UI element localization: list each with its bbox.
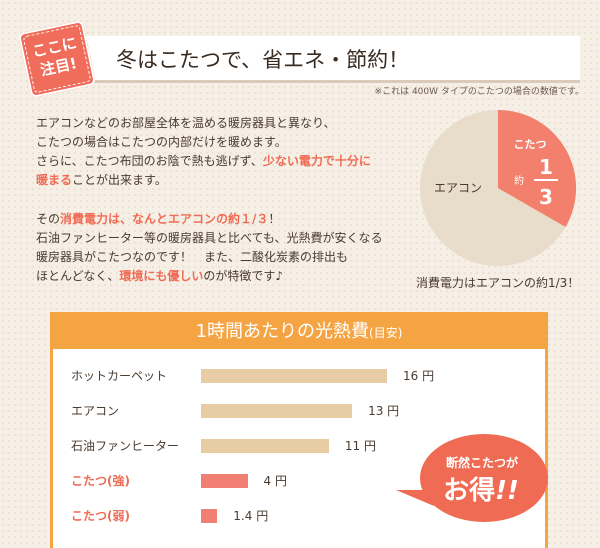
paragraph-1: エアコンなどのお部屋全体を温める暖房器具と異なり、 こたつの場合はこたつの内部だ… (36, 114, 371, 190)
paragraph-2: その消費電力は、なんとエアコンの約１/３！ 石油ファンヒーター等の暖房器具と比べ… (36, 210, 383, 286)
para2-line4-a: ほとんどなく、 (36, 269, 120, 283)
pie-fraction-denominator: 3 (539, 185, 553, 209)
para2-highlight: 消費電力は、なんとエアコンの約１/３ (60, 212, 269, 226)
pie-fraction-numerator: 1 (539, 155, 553, 179)
para1-line4: 暖まることが出来ます。 (36, 171, 371, 190)
bar (201, 474, 248, 488)
bar-value-label: 16 円 (403, 369, 435, 383)
bar-label: こたつ(弱) (71, 509, 130, 523)
footnote: ※これは 400W タイプのこたつの場合の数値です。 (374, 87, 584, 97)
page-title: 冬はこたつで、省エネ・節約！ (116, 48, 410, 72)
attention-badge: ここに 注目! (17, 19, 97, 99)
para2-line3: 暖房器具がこたつなのです！ また、二酸化炭素の排出も (36, 250, 349, 264)
para2-line1-a: その (36, 212, 61, 226)
callout-word: お得 (443, 476, 496, 506)
para2-line1: その消費電力は、なんとエアコンの約１/３！ (36, 210, 383, 229)
para2-line2: 石油ファンヒーター等の暖房器具と比べても、光熱費が安くなる (36, 231, 383, 245)
panel-title-note: (目安) (369, 326, 403, 340)
pie-label-kotatsu: こたつ (514, 138, 547, 151)
panel-header: 1時間あたりの光熱費(目安) (53, 315, 545, 349)
callout-line1: 断然こたつが (445, 456, 518, 470)
callout-shape (420, 434, 548, 522)
power-pie-chart: エアコン こたつ 約 1 3 (420, 109, 577, 266)
callout-exclaim: !! (495, 476, 519, 506)
para2-highlight-2: 環境にも優しい (119, 269, 204, 283)
para1-line3-text: さらに、こたつ布団のお陰で熱も逃げず、 (36, 154, 263, 168)
panel-title: 1時間あたりの光熱費 (195, 321, 370, 342)
para1-line4-text: ことが出来ます。 (72, 173, 167, 187)
para1-line2: こたつの場合はこたつの内部だけを暖めます。 (36, 135, 287, 149)
callout-bubble (396, 434, 548, 522)
para1-highlight-2: 暖まる (36, 173, 73, 187)
bar-label: エアコン (71, 404, 120, 418)
bar-value-label: 1.4 円 (233, 509, 269, 523)
cost-panel: 1時間あたりの光熱費(目安) ホットカーペット 16 円エアコン 13 円石油ファン… (50, 312, 548, 548)
bar (201, 509, 218, 523)
callout-line2: お得!! (426, 470, 536, 507)
bar (201, 404, 353, 418)
bar (201, 439, 329, 453)
bar-label: ホットカーペット (71, 369, 168, 383)
bar (201, 369, 387, 383)
para2-line4-c: のが特徴です♪ (203, 269, 284, 283)
title-bar: 冬はこたつで、省エネ・節約！ (32, 36, 580, 83)
bar-value-label: 4 円 (263, 474, 287, 488)
para1-line1: エアコンなどのお部屋全体を温める暖房器具と異なり、 (36, 116, 336, 130)
bar-label: 石油ファンヒーター (71, 439, 180, 453)
para2-line4: ほとんどなく、環境にも優しいのが特徴です♪ (36, 267, 383, 286)
bar-value-label: 13 円 (368, 404, 400, 418)
para1-line3: さらに、こたつ布団のお陰で熱も逃げず、少ない電力で十分に (36, 152, 371, 171)
bar-label: こたつ(強) (71, 474, 130, 488)
pie-approx-label: 約 (514, 174, 524, 187)
pie-label-aircon: エアコン (434, 181, 482, 195)
bar-value-label: 11 円 (344, 439, 376, 453)
para2-line1-c: ！ (268, 212, 281, 226)
callout-tail (396, 490, 434, 506)
pie-slice-kotatsu (498, 109, 577, 227)
para1-highlight: 少ない電力で十分に (262, 154, 371, 168)
pie-caption: 消費電力はエアコンの約1/3！ (416, 276, 580, 290)
